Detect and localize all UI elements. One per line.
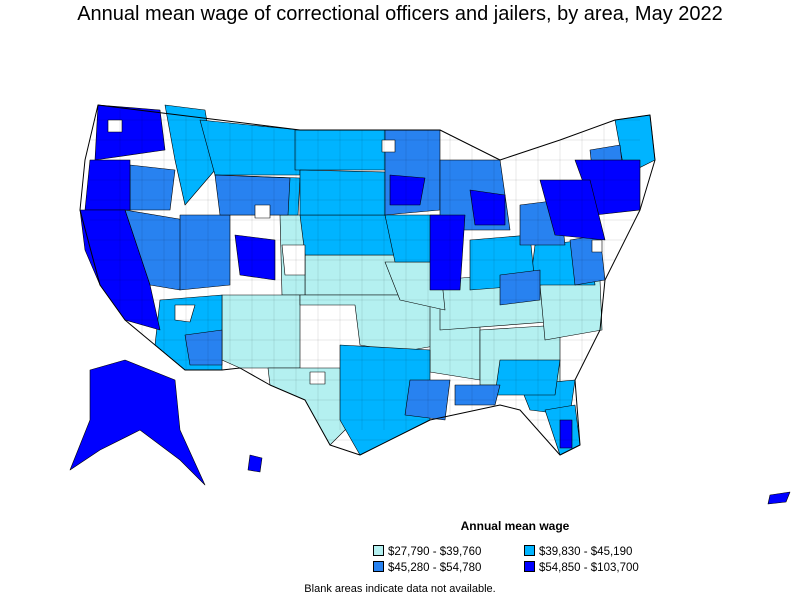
region-hawaii xyxy=(247,454,263,473)
legend-swatch-tier3 xyxy=(373,561,384,572)
region-oregon-east xyxy=(129,164,176,211)
region-carolinas xyxy=(539,279,603,341)
legend-label-tier4: $54,850 - $103,700 xyxy=(539,562,639,574)
nodata-colorado xyxy=(281,244,306,276)
legend-item-tier1: $27,790 - $39,760 xyxy=(373,545,481,559)
legend-swatch-tier4 xyxy=(524,561,535,572)
region-wisconsin-north xyxy=(389,174,426,206)
region-oregon-west xyxy=(84,159,131,211)
us-choropleth-map xyxy=(69,104,791,505)
us-outline-layer xyxy=(79,104,791,505)
nodata-washington xyxy=(107,119,123,133)
region-alaska xyxy=(69,359,206,486)
legend-item-tier2: $39,830 - $45,190 xyxy=(524,545,632,559)
nodata-utah xyxy=(254,204,271,219)
region-washington xyxy=(94,104,166,161)
region-south-dakota xyxy=(299,169,386,216)
nodata-texas xyxy=(309,371,326,385)
region-wyoming xyxy=(214,174,291,216)
us-outline xyxy=(79,104,656,456)
region-california xyxy=(79,209,161,331)
region-layer-tier4 xyxy=(69,104,641,486)
region-nebraska xyxy=(299,214,396,256)
region-kentucky-east xyxy=(499,269,541,306)
region-alabama-south xyxy=(454,384,501,406)
legend-item-tier4: $54,850 - $103,700 xyxy=(524,561,639,575)
legend-item-tier3: $45,280 - $54,780 xyxy=(373,561,481,575)
legend-label-tier3: $45,280 - $54,780 xyxy=(388,562,482,574)
region-new-mexico xyxy=(221,294,301,369)
footnote: Blank areas indicate data not available. xyxy=(304,583,496,595)
region-colorado-denver xyxy=(234,234,276,281)
region-arizona-south xyxy=(184,329,223,366)
no-data-layer xyxy=(107,119,603,385)
region-illinois xyxy=(429,214,466,291)
region-new-york-nj xyxy=(539,179,606,241)
region-louisiana xyxy=(404,379,451,421)
legend-swatch-tier2 xyxy=(524,545,535,556)
nodata-virginia xyxy=(591,239,603,253)
legend-title: Annual mean wage xyxy=(460,519,570,533)
nodata-arizona xyxy=(174,304,196,323)
legend-label-tier2: $39,830 - $45,190 xyxy=(539,546,633,558)
legend-label-tier1: $27,790 - $39,760 xyxy=(388,546,482,558)
region-florida-southeast xyxy=(559,419,573,449)
territory-island xyxy=(767,491,791,505)
region-utah xyxy=(179,214,231,291)
legend-swatch-tier1 xyxy=(373,545,384,556)
nodata-minnesota xyxy=(381,139,396,153)
map-title: Annual mean wage of correctional officer… xyxy=(77,3,723,25)
region-georgia-south xyxy=(494,359,561,396)
region-michigan-north xyxy=(469,189,506,226)
